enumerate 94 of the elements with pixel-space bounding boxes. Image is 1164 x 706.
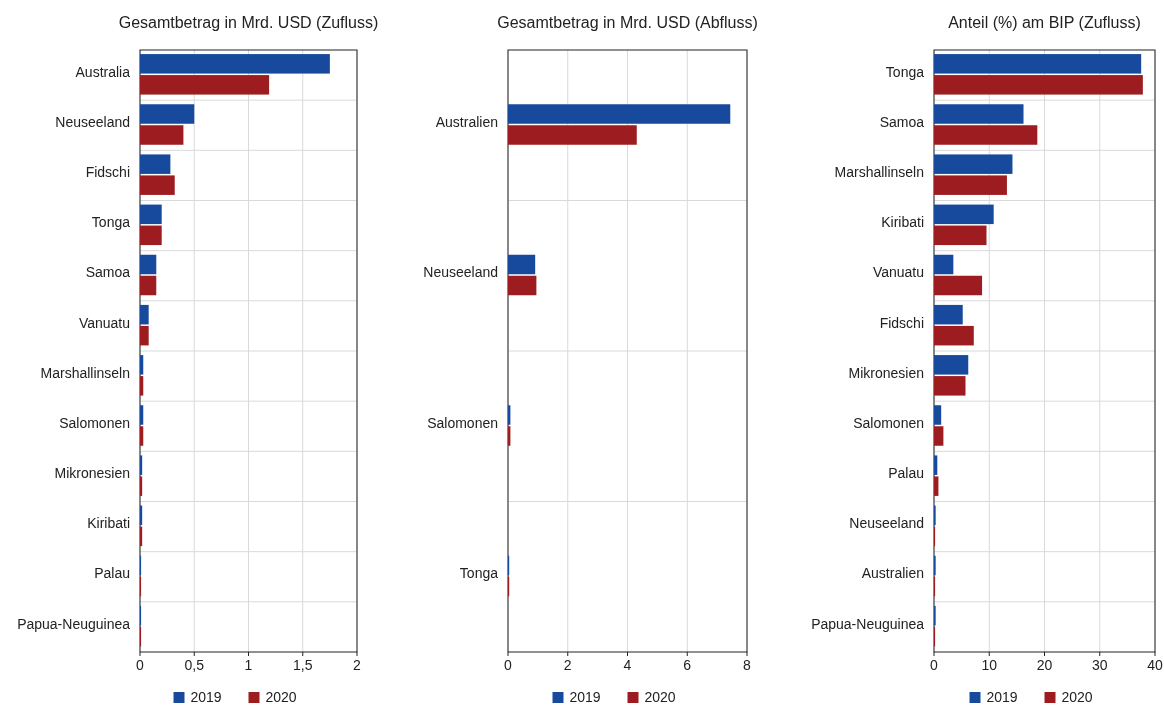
legend-label: 2019 bbox=[569, 689, 601, 705]
x-tick-label: 8 bbox=[743, 657, 752, 673]
y-tick-label: Australien bbox=[435, 113, 498, 130]
bar bbox=[140, 104, 195, 124]
bar bbox=[140, 526, 143, 547]
x-tick-label: 1 bbox=[244, 657, 253, 673]
bar bbox=[934, 405, 942, 425]
bar bbox=[140, 54, 330, 74]
bar bbox=[508, 104, 731, 124]
y-tick-label: Australia bbox=[75, 63, 131, 80]
bar bbox=[934, 476, 939, 496]
y-tick-label: Mikronesien bbox=[848, 364, 924, 381]
x-tick-label: 6 bbox=[683, 657, 692, 673]
y-tick-label: Neuseeland bbox=[55, 113, 130, 130]
bar bbox=[140, 376, 144, 396]
y-tick-label: Kiribati bbox=[87, 515, 130, 532]
y-tick-label: Australien bbox=[861, 565, 924, 582]
y-tick-label: Papua-Neuguinea bbox=[811, 615, 925, 632]
legend-label: 2019 bbox=[986, 689, 1018, 705]
bar bbox=[934, 54, 1142, 74]
x-tick-label: 1,5 bbox=[293, 657, 313, 673]
x-tick-label: 4 bbox=[623, 657, 632, 673]
bar bbox=[934, 125, 1038, 145]
bar bbox=[140, 355, 144, 375]
x-tick-label: 2 bbox=[563, 657, 572, 673]
y-tick-label: Marshallinseln bbox=[834, 164, 924, 181]
y-tick-label: Tonga bbox=[885, 63, 925, 80]
x-tick-label: 40 bbox=[1147, 657, 1163, 673]
y-tick-label: Vanuatu bbox=[872, 264, 924, 281]
bar bbox=[140, 204, 162, 225]
bar bbox=[934, 376, 966, 396]
y-tick-label: Palau bbox=[94, 565, 130, 582]
y-tick-label: Fidschi bbox=[879, 314, 924, 331]
bar bbox=[934, 225, 987, 246]
y-tick-label: Kiribati bbox=[881, 214, 924, 231]
bar bbox=[934, 204, 994, 225]
bar bbox=[934, 304, 963, 325]
bar bbox=[934, 104, 1024, 124]
x-tick-label: 10 bbox=[981, 657, 998, 673]
bar bbox=[508, 125, 637, 145]
y-tick-label: Vanuatu bbox=[78, 314, 130, 331]
y-tick-label: Salomonen bbox=[59, 414, 130, 431]
y-tick-label: Salomonen bbox=[853, 414, 924, 431]
bar bbox=[934, 455, 938, 475]
bar bbox=[508, 275, 537, 296]
bar bbox=[140, 175, 175, 195]
x-tick-label: 2 bbox=[353, 657, 362, 673]
bar bbox=[140, 455, 143, 475]
x-tick-label: 0,5 bbox=[184, 657, 205, 673]
bar bbox=[934, 325, 974, 346]
bar bbox=[934, 426, 944, 446]
legend-label: 2020 bbox=[265, 689, 297, 705]
y-tick-label: Mikronesien bbox=[54, 465, 130, 482]
chart-title: Gesamtbetrag in Mrd. USD (Zufluss) bbox=[118, 14, 379, 31]
bar bbox=[140, 254, 157, 275]
bar bbox=[934, 175, 1007, 195]
bar bbox=[934, 355, 969, 375]
x-tick-label: 0 bbox=[136, 657, 145, 673]
bar bbox=[140, 154, 171, 174]
bar bbox=[140, 75, 270, 95]
bar bbox=[140, 405, 144, 425]
y-tick-label: Neuseeland bbox=[849, 515, 924, 532]
y-tick-label: Palau bbox=[888, 465, 924, 482]
x-tick-label: 30 bbox=[1091, 657, 1108, 673]
y-tick-label: Samoa bbox=[879, 113, 925, 130]
bar bbox=[934, 75, 1143, 95]
legend-label: 2020 bbox=[644, 689, 676, 705]
y-tick-label: Samoa bbox=[85, 264, 131, 281]
bar bbox=[140, 275, 157, 296]
bar bbox=[140, 476, 143, 496]
y-tick-label: Papua-Neuguinea bbox=[17, 615, 131, 632]
bar bbox=[934, 275, 983, 296]
x-tick-label: 0 bbox=[930, 657, 939, 673]
y-tick-label: Tonga bbox=[459, 565, 499, 582]
y-tick-label: Fidschi bbox=[85, 164, 130, 181]
y-tick-label: Tonga bbox=[91, 214, 131, 231]
legend-label: 2019 bbox=[190, 689, 222, 705]
y-tick-label: Neuseeland bbox=[423, 264, 498, 281]
chart-title: Anteil (%) am BIP (Zufluss) bbox=[948, 14, 1141, 31]
y-tick-label: Marshallinseln bbox=[40, 364, 130, 381]
bar bbox=[934, 254, 954, 275]
y-tick-label: Salomonen bbox=[427, 414, 498, 431]
bar bbox=[140, 505, 143, 526]
bar bbox=[140, 125, 184, 145]
bar bbox=[140, 225, 162, 246]
x-tick-label: 0 bbox=[504, 657, 513, 673]
bar bbox=[140, 304, 149, 325]
bar bbox=[508, 254, 536, 275]
bar bbox=[934, 154, 1013, 174]
bar bbox=[140, 426, 144, 446]
legend-label: 2020 bbox=[1061, 689, 1093, 705]
x-tick-label: 20 bbox=[1036, 657, 1053, 673]
bar bbox=[140, 325, 149, 346]
chart-title: Gesamtbetrag in Mrd. USD (Abfluss) bbox=[497, 14, 758, 31]
